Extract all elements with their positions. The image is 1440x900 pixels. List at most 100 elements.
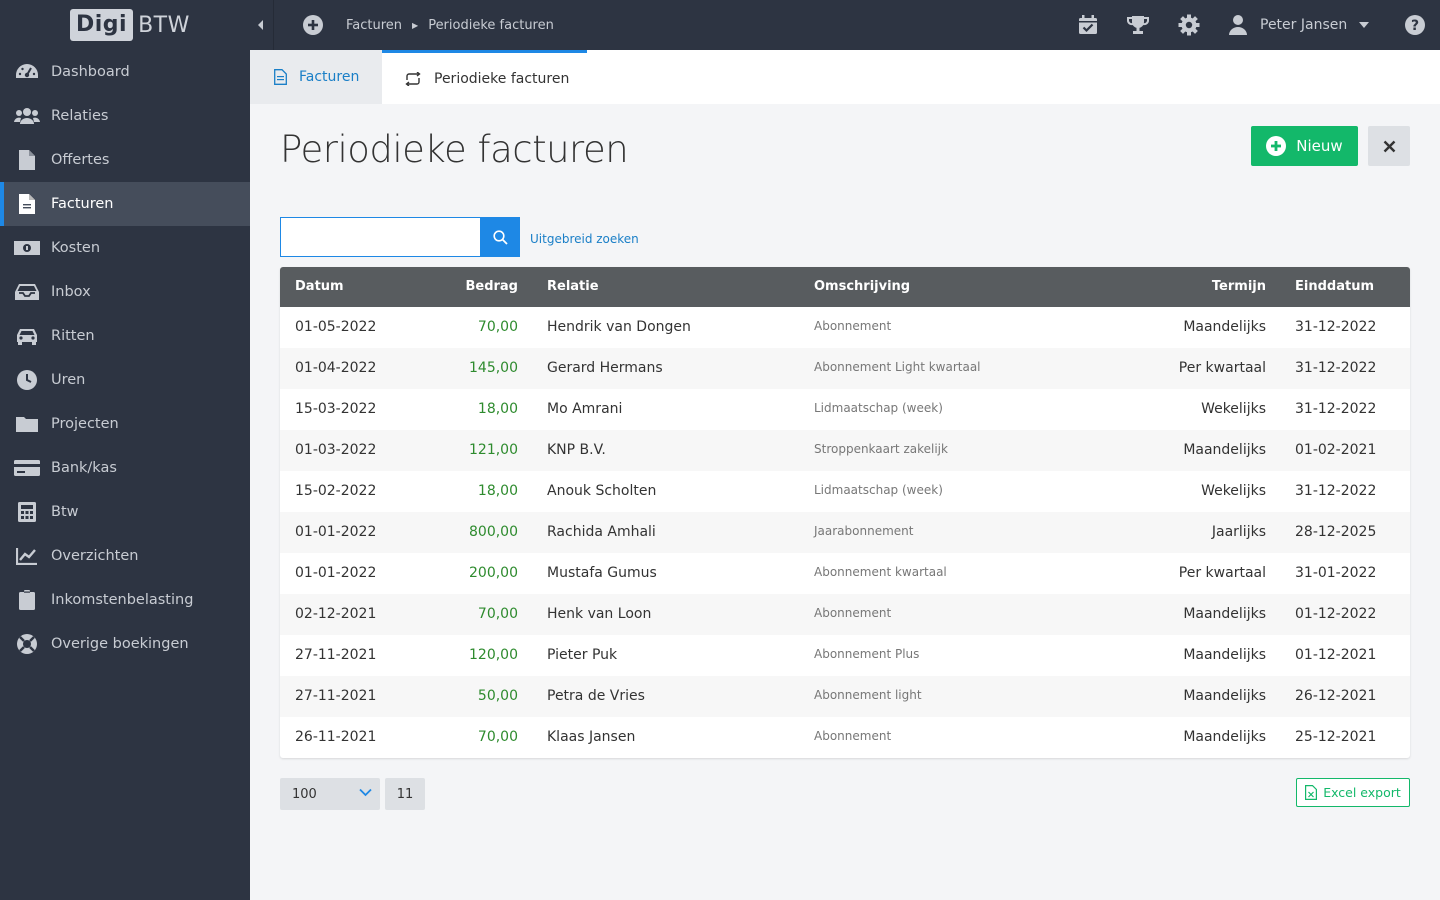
close-button[interactable] bbox=[1368, 126, 1410, 166]
table-row[interactable]: 01-05-2022 70,00 Hendrik van Dongen Abonnem… bbox=[280, 307, 1410, 348]
header-relatie[interactable]: Relatie bbox=[547, 279, 599, 294]
advanced-search-link[interactable]: Uitgebreid zoeken bbox=[530, 232, 639, 246]
cell-termijn: Maandelijks bbox=[1183, 319, 1266, 335]
sidebar-item-uren[interactable]: Uren bbox=[0, 358, 250, 402]
cell-relatie: KNP B.V. bbox=[547, 442, 606, 458]
cell-einddatum: 28-12-2025 bbox=[1295, 524, 1377, 540]
cell-datum: 01-04-2022 bbox=[295, 360, 377, 376]
cell-bedrag: 70,00 bbox=[477, 319, 518, 335]
sidebar-item-inkomstenbelasting[interactable]: Inkomstenbelasting bbox=[0, 578, 250, 622]
cell-omschrijving: Stroppenkaart zakelijk bbox=[814, 442, 948, 456]
breadcrumb-facturen[interactable]: Facturen bbox=[346, 17, 403, 33]
calendar-check-icon bbox=[1079, 15, 1097, 34]
cell-datum: 15-02-2022 bbox=[295, 483, 377, 499]
cell-datum: 01-01-2022 bbox=[295, 565, 377, 581]
excel-export-label: Excel export bbox=[1323, 785, 1401, 800]
table-row[interactable]: 02-12-2021 70,00 Henk van Loon Abonnement Ma… bbox=[280, 594, 1410, 635]
table-row[interactable]: 26-11-2021 70,00 Klaas Jansen Abonnement Maa… bbox=[280, 717, 1410, 758]
table-row[interactable]: 15-02-2022 18,00 Anouk Scholten Lidmaatscha… bbox=[280, 471, 1410, 512]
collapse-sidebar-button[interactable] bbox=[252, 15, 270, 35]
sidebar-item-kosten[interactable]: Kosten bbox=[0, 226, 250, 270]
sidebar-item-ritten[interactable]: Ritten bbox=[0, 314, 250, 358]
calendar-button[interactable] bbox=[1076, 13, 1100, 37]
table-row[interactable]: 27-11-2021 120,00 Pieter Puk Abonnement Plu… bbox=[280, 635, 1410, 676]
excel-file-icon bbox=[1305, 785, 1318, 800]
sidebar-item-bank-kas[interactable]: Bank/kas bbox=[0, 446, 250, 490]
sidebar-item-label: Overige boekingen bbox=[51, 636, 189, 652]
trophy-button[interactable] bbox=[1126, 13, 1150, 37]
header-einddatum[interactable]: Einddatum bbox=[1295, 279, 1374, 294]
page-size-select[interactable]: 100 bbox=[280, 778, 380, 810]
sidebar-item-dashboard[interactable]: Dashboard bbox=[0, 50, 250, 94]
cell-einddatum: 25-12-2021 bbox=[1295, 729, 1377, 745]
cell-omschrijving: Abonnement bbox=[814, 729, 892, 743]
cell-bedrag: 18,00 bbox=[477, 483, 518, 499]
cell-omschrijving: Abonnement bbox=[814, 319, 892, 333]
page-size-value: 100 bbox=[292, 786, 317, 802]
tab-periodieke-facturen[interactable]: Periodieke facturen bbox=[382, 50, 587, 104]
cell-einddatum: 31-12-2022 bbox=[1295, 319, 1377, 335]
users-icon bbox=[14, 105, 40, 127]
add-button[interactable] bbox=[303, 15, 323, 35]
cell-datum: 01-03-2022 bbox=[295, 442, 377, 458]
sidebar-item-overzichten[interactable]: Overzichten bbox=[0, 534, 250, 578]
table-row[interactable]: 15-03-2022 18,00 Mo Amrani Lidmaatschap (we… bbox=[280, 389, 1410, 430]
header-bedrag[interactable]: Bedrag bbox=[465, 279, 518, 294]
cell-datum: 26-11-2021 bbox=[295, 729, 377, 745]
chevron-right-icon: ▶ bbox=[412, 20, 419, 30]
cell-relatie: Hendrik van Dongen bbox=[547, 319, 691, 335]
sidebar-item-inbox[interactable]: Inbox bbox=[0, 270, 250, 314]
cell-relatie: Klaas Jansen bbox=[547, 729, 636, 745]
sidebar-item-btw[interactable]: Btw bbox=[0, 490, 250, 534]
sidebar-item-relaties[interactable]: Relaties bbox=[0, 94, 250, 138]
cell-termijn: Wekelijks bbox=[1201, 401, 1266, 417]
sidebar-item-projecten[interactable]: Projecten bbox=[0, 402, 250, 446]
table-header: Datum Bedrag Relatie Omschrijving Termij… bbox=[280, 267, 1410, 307]
search-button[interactable] bbox=[480, 217, 520, 257]
document-icon bbox=[14, 149, 40, 171]
cell-einddatum: 31-12-2022 bbox=[1295, 401, 1377, 417]
user-icon bbox=[1229, 15, 1247, 35]
cell-termijn: Maandelijks bbox=[1183, 606, 1266, 622]
result-count: 11 bbox=[385, 778, 425, 810]
help-button[interactable]: ? bbox=[1405, 15, 1425, 35]
cell-omschrijving: Abonnement Light kwartaal bbox=[814, 360, 981, 374]
sidebar-item-label: Relaties bbox=[51, 108, 109, 124]
excel-export-button[interactable]: Excel export bbox=[1296, 778, 1410, 807]
user-menu[interactable]: Peter Jansen bbox=[1228, 0, 1370, 50]
table-row[interactable]: 27-11-2021 50,00 Petra de Vries Abonnement … bbox=[280, 676, 1410, 717]
search-field[interactable] bbox=[280, 217, 481, 257]
card-icon bbox=[14, 457, 40, 479]
plus-circle-icon bbox=[303, 15, 323, 35]
table-row[interactable]: 01-01-2022 800,00 Rachida Amhali Jaarabonne… bbox=[280, 512, 1410, 553]
header-termijn[interactable]: Termijn bbox=[1211, 279, 1266, 294]
cell-termijn: Maandelijks bbox=[1183, 647, 1266, 663]
app-logo[interactable]: Digi BTW bbox=[70, 9, 190, 41]
cell-relatie: Rachida Amhali bbox=[547, 524, 656, 540]
search-input[interactable] bbox=[281, 218, 480, 256]
cell-bedrag: 50,00 bbox=[477, 688, 518, 704]
sidebar-item-label: Bank/kas bbox=[51, 460, 117, 476]
repeat-icon bbox=[404, 71, 422, 86]
cell-omschrijving: Abonnement kwartaal bbox=[814, 565, 947, 579]
new-button[interactable]: Nieuw bbox=[1251, 126, 1358, 166]
header-datum[interactable]: Datum bbox=[295, 279, 344, 294]
cell-termijn: Maandelijks bbox=[1183, 729, 1266, 745]
svg-text:?: ? bbox=[1411, 18, 1419, 34]
tab-bar: Facturen Periodieke facturen bbox=[250, 50, 1440, 104]
sidebar-item-offertes[interactable]: Offertes bbox=[0, 138, 250, 182]
table-row[interactable]: 01-01-2022 200,00 Mustafa Gumus Abonnement … bbox=[280, 553, 1410, 594]
sidebar-item-facturen[interactable]: Facturen bbox=[0, 182, 250, 226]
cell-einddatum: 26-12-2021 bbox=[1295, 688, 1377, 704]
sidebar-item-overige-boekingen[interactable]: Overige boekingen bbox=[0, 622, 250, 666]
cell-relatie: Mustafa Gumus bbox=[547, 565, 657, 581]
cell-einddatum: 31-12-2022 bbox=[1295, 360, 1377, 376]
cell-omschrijving: Lidmaatschap (week) bbox=[814, 483, 943, 497]
table-row[interactable]: 01-03-2022 121,00 KNP B.V. Stroppenkaart za… bbox=[280, 430, 1410, 471]
tab-facturen[interactable]: Facturen bbox=[250, 50, 382, 104]
settings-button[interactable] bbox=[1177, 13, 1201, 37]
logo-text: BTW bbox=[138, 12, 190, 38]
table-row[interactable]: 01-04-2022 145,00 Gerard Hermans Abonnement… bbox=[280, 348, 1410, 389]
cell-bedrag: 800,00 bbox=[469, 524, 518, 540]
header-omschrijving[interactable]: Omschrijving bbox=[814, 279, 911, 294]
